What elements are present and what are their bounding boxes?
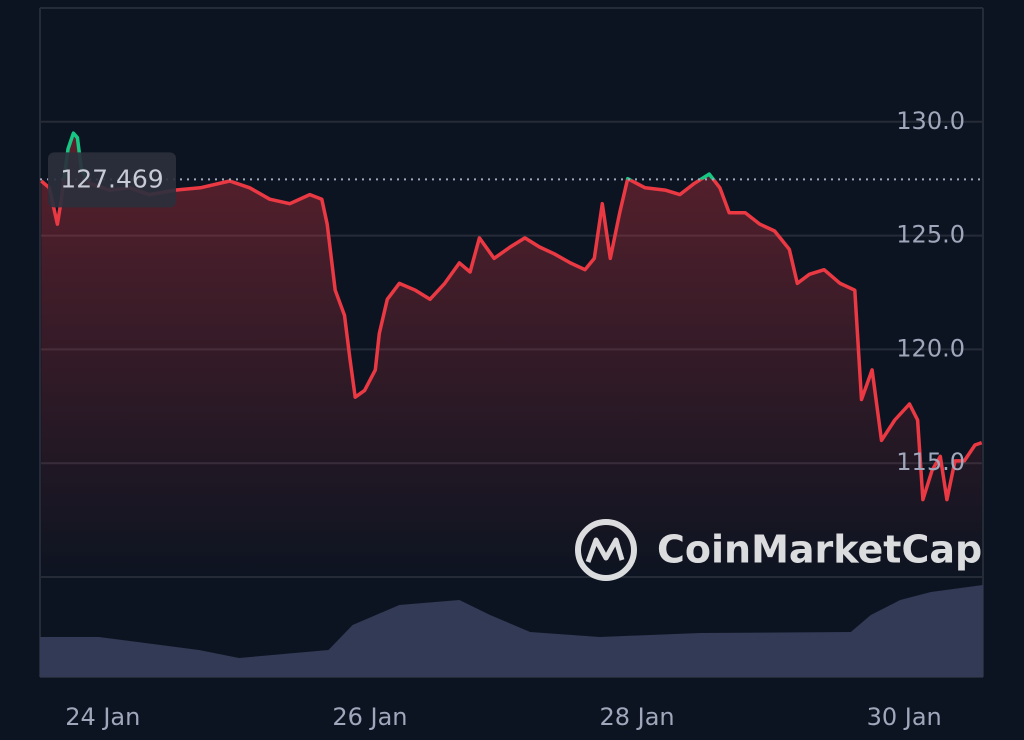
- volume-area: [40, 585, 983, 677]
- x-tick-label: 30 Jan: [867, 703, 942, 731]
- x-tick-label: 24 Jan: [65, 703, 140, 731]
- reference-label: 127.469: [60, 164, 163, 193]
- area-layer: [41, 133, 982, 577]
- y-tick-label: 115.0: [896, 448, 965, 476]
- watermark-logo-mark: [585, 537, 625, 563]
- y-tick-label: 120.0: [896, 334, 965, 362]
- price-area: [41, 133, 982, 577]
- y-tick-label: 130.0: [896, 107, 965, 135]
- volume-layer: [40, 585, 983, 677]
- watermark: CoinMarketCap: [575, 519, 982, 581]
- reference-layer: 127.469: [40, 152, 983, 208]
- x-tick-label: 26 Jan: [332, 703, 407, 731]
- x-tick-label: 28 Jan: [599, 703, 674, 731]
- line-layer: [40, 131, 983, 502]
- reference-label-box: [48, 152, 176, 208]
- tick-layer: 115.0 120.0 125.0 130.0 24 Jan 26 Jan 28 Jan 30…: [65, 107, 965, 731]
- watermark-text: CoinMarketCap: [657, 528, 982, 572]
- price-line: [40, 131, 983, 502]
- watermark-logo: [575, 519, 637, 581]
- y-tick-label: 125.0: [896, 221, 965, 249]
